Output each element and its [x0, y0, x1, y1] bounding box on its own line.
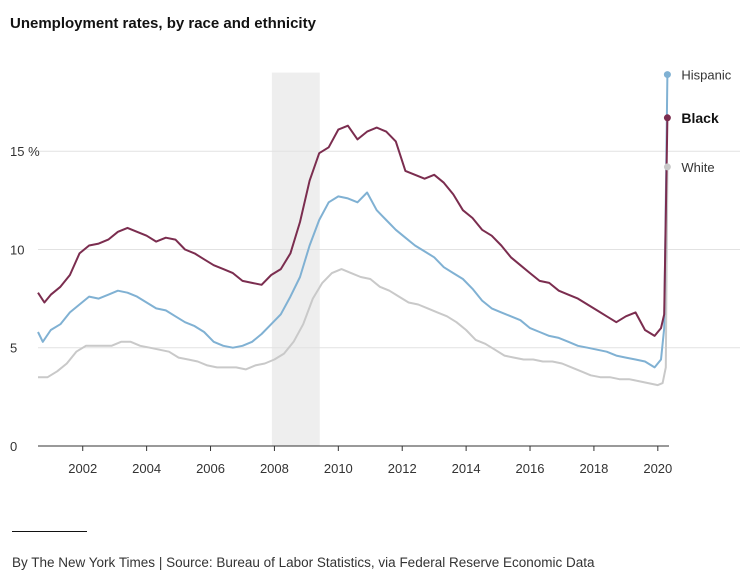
series-label-black: Black	[681, 110, 719, 126]
x-axis	[38, 445, 669, 451]
y-tick-label: 0	[10, 439, 17, 454]
x-tick-label: 2020	[643, 461, 672, 476]
y-tick-label: 10	[10, 242, 24, 257]
series-labels: White Hispanic Black	[681, 68, 731, 175]
endpoint-hispanic	[663, 71, 671, 79]
series-label-white: White	[681, 160, 714, 175]
y-axis-labels: 0 5 10 15 %	[10, 144, 40, 454]
gridlines	[38, 150, 740, 349]
series-endpoints	[663, 71, 671, 171]
x-tick-label: 2006	[196, 461, 225, 476]
x-tick-label: 2018	[579, 461, 608, 476]
footer-rule	[12, 531, 87, 532]
shaded-period	[271, 72, 320, 446]
x-tick-label: 2014	[452, 461, 481, 476]
x-tick-label: 2010	[324, 461, 353, 476]
x-tick-label: 2016	[516, 461, 545, 476]
series-line-white	[38, 166, 669, 387]
series-lines	[37, 74, 669, 387]
x-tick-label: 2004	[132, 461, 161, 476]
source-credit: By The New York Times | Source: Bureau o…	[12, 555, 595, 570]
y-tick-label: 5	[10, 341, 17, 356]
x-tick-label: 2012	[388, 461, 417, 476]
x-axis-labels: 2002 2004 2006 2008 2010 2012 2014 2016 2018 2020	[68, 461, 672, 476]
y-tick-label: 15 %	[10, 144, 40, 159]
endpoint-white	[663, 163, 671, 171]
x-tick-label: 2008	[260, 461, 289, 476]
x-tick-label: 2002	[68, 461, 97, 476]
series-line-black	[37, 117, 669, 337]
series-label-hispanic: Hispanic	[681, 68, 731, 83]
recession-shading	[271, 72, 320, 446]
chart-title: Unemployment rates, by race and ethnicit…	[10, 15, 316, 32]
endpoint-black	[663, 114, 671, 122]
series-line-hispanic	[37, 74, 669, 369]
